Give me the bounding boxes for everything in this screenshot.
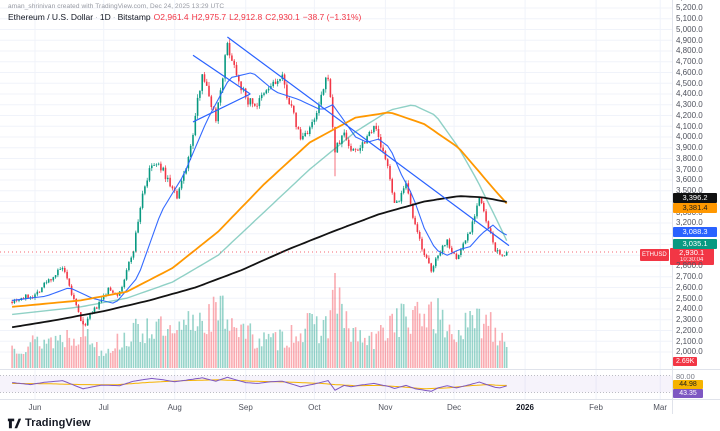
- ma100-teal-line: [12, 104, 508, 316]
- symbol-legend: Ethereum / U.S. Dollar · 1D · Bitstamp O2,961…: [8, 12, 361, 22]
- price-axis-label: 2,700.0: [676, 272, 703, 282]
- time-axis-label: Mar: [653, 403, 668, 412]
- ohlc-open: O2,961.4: [153, 12, 189, 22]
- trendline: [192, 93, 251, 123]
- ma50-price-badge: 3,381.4: [673, 203, 717, 214]
- footer: TradingView: [7, 414, 91, 431]
- candles: [11, 38, 508, 327]
- price-axis-label: 3,200.0: [676, 218, 703, 228]
- price-axis-label: 4,500.0: [676, 78, 703, 88]
- price-axis-label: 4,900.0: [676, 35, 703, 45]
- last-price-value: 2,930.1: [679, 248, 705, 257]
- price-axis-label: 5,100.0: [676, 14, 703, 24]
- price-axis-label: 4,800.0: [676, 46, 703, 56]
- symbol-tag: ETHUSD: [640, 249, 669, 261]
- legend-separator: ·: [112, 12, 116, 22]
- time-axis-label: Jun: [28, 403, 42, 412]
- trendline: [192, 54, 251, 95]
- trendline: [227, 36, 510, 247]
- ma200-black-line: [11, 195, 507, 329]
- price-axis-label: 4,600.0: [676, 67, 703, 77]
- ohlc-change: −38.7 (−1.31%): [302, 12, 362, 22]
- interval-label[interactable]: 1D: [99, 12, 111, 22]
- price-axis-label: 3,600.0: [676, 175, 703, 185]
- price-axis-label: 5,200.0: [676, 3, 703, 13]
- volume-value-badge: 2.69K: [673, 357, 698, 366]
- time-axis-label: Nov: [378, 403, 393, 412]
- price-axis-label: 3,900.0: [676, 143, 703, 153]
- time-axis-label: Aug: [167, 403, 182, 412]
- price-axis-label: 2,400.0: [676, 304, 703, 314]
- ohlc-close: C2,930.1: [265, 12, 300, 22]
- symbol-title[interactable]: Ethereum / U.S. Dollar: [8, 12, 94, 22]
- last-price-badge: ETHUSD 2,930.1 10:30:04: [640, 248, 714, 265]
- price-axis-label: 3,800.0: [676, 153, 703, 163]
- ma200-price-badge: 3,396.2: [673, 192, 717, 203]
- tradingview-wordmark[interactable]: TradingView: [25, 416, 91, 429]
- time-axis-label: Sep: [238, 403, 253, 412]
- ma100-price-badge: 3,035.1: [673, 238, 717, 249]
- price-axis-label: 4,400.0: [676, 89, 703, 99]
- legend-separator: ·: [95, 12, 98, 22]
- price-axis-label: 2,100.0: [676, 336, 703, 346]
- price-axis-label: 4,100.0: [676, 121, 703, 131]
- price-axis-label: 5,000.0: [676, 24, 703, 34]
- rsi-line: [12, 376, 507, 392]
- price-axis-label: 2,300.0: [676, 315, 703, 325]
- price-axis-label: 4,000.0: [676, 132, 703, 142]
- price-axis-label: 2,500.0: [676, 293, 703, 303]
- volume-bars: [11, 273, 508, 368]
- price-axis-label: 3,500.0: [676, 186, 703, 196]
- bar-close-countdown: 10:30:04: [679, 257, 704, 263]
- price-axis-label: 2,200.0: [676, 325, 703, 335]
- time-axis-label: 2026: [516, 403, 534, 412]
- ma20-blue-line: [12, 72, 507, 304]
- ohlc-low: L2,912.8: [229, 12, 263, 22]
- price-axis-label: 3,700.0: [676, 164, 703, 174]
- exchange-label[interactable]: Bitstamp: [117, 12, 151, 22]
- time-axis-label: Dec: [446, 403, 462, 412]
- rsi-ma-line: [12, 379, 507, 390]
- price-axis-label: 2,800.0: [676, 261, 703, 271]
- watermark-credit: aman_shrinivan created with TradingView.…: [8, 3, 225, 10]
- ma50-orange-line: [12, 111, 508, 308]
- price-axis-label: 4,200.0: [676, 110, 703, 120]
- price-axis-label: 4,300.0: [676, 100, 703, 110]
- time-axis-label: Feb: [589, 403, 603, 412]
- time-axis-label: Jul: [98, 403, 109, 412]
- rsi-band-label: 80.00: [676, 371, 695, 381]
- price-axis-label: 5,300.0: [676, 0, 703, 2]
- rsi-value-badge: 43.35: [673, 389, 703, 398]
- ohlc-high: H2,975.7: [191, 12, 227, 22]
- price-axis-label: 2,000.0: [676, 347, 703, 357]
- ma20-price-badge: 3,088.3: [673, 227, 717, 237]
- price-axis-label: 4,700.0: [676, 57, 703, 67]
- time-axis-label: Oct: [308, 403, 321, 412]
- tradingview-logo-icon[interactable]: [7, 416, 21, 429]
- chart-canvas[interactable]: [0, 0, 720, 414]
- rsi-ma-value-badge: 44.98: [673, 379, 703, 389]
- price-axis-label: 2,600.0: [676, 282, 703, 292]
